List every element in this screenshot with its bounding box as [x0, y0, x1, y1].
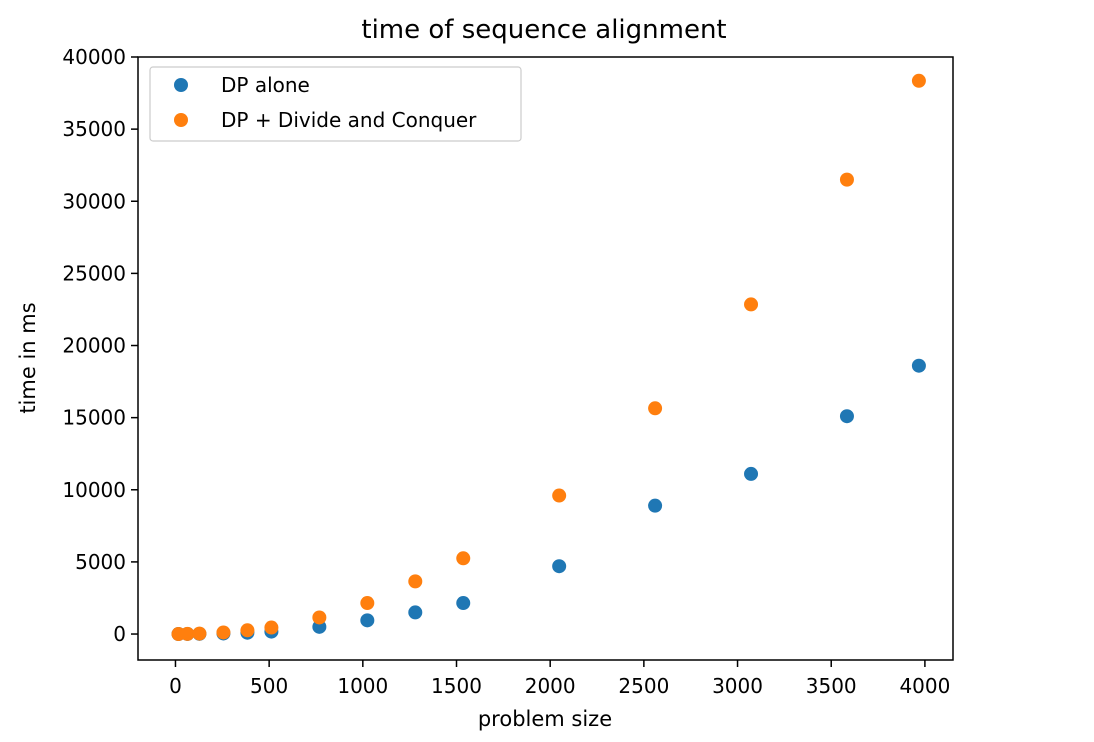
data-point: [180, 626, 195, 641]
data-point: [744, 297, 759, 312]
data-point: [648, 401, 663, 416]
legend-label-dp-alone: DP alone: [221, 73, 310, 97]
plot-frame: [137, 56, 954, 661]
series-1: [171, 73, 926, 642]
legend-marker-dp-divide-conquer: [174, 113, 188, 127]
data-point: [839, 409, 854, 424]
data-point: [456, 596, 471, 611]
x-tick-label: 3000: [712, 674, 763, 698]
data-point: [216, 625, 231, 640]
y-tick-label: 40000: [62, 45, 126, 69]
y-tick-label: 15000: [62, 406, 126, 430]
data-point: [360, 596, 375, 611]
data-point: [911, 73, 926, 88]
y-axis-label: time in ms: [16, 302, 40, 413]
data-point: [648, 498, 663, 513]
x-tick-label: 2000: [525, 674, 576, 698]
data-point: [911, 358, 926, 373]
data-point: [839, 172, 854, 187]
y-tick-label: 25000: [62, 261, 126, 285]
x-tick-label: 1500: [431, 674, 482, 698]
y-tick-label: 20000: [62, 334, 126, 358]
y-tick-label: 35000: [62, 117, 126, 141]
x-tick-label: 2500: [618, 674, 669, 698]
y-tick-label: 0: [113, 622, 126, 646]
data-point: [744, 466, 759, 481]
chart-title: time of sequence alignment: [361, 15, 726, 45]
series-0: [171, 358, 926, 642]
data-point: [552, 488, 567, 503]
data-point: [360, 613, 375, 628]
x-tick-label: 4000: [899, 674, 950, 698]
x-tick-label: 500: [250, 674, 288, 698]
data-point: [552, 559, 567, 574]
x-tick-label: 1000: [337, 674, 388, 698]
x-axis-label: problem size: [478, 707, 612, 731]
data-point: [192, 626, 207, 641]
legend-label-dp-divide-conquer: DP + Divide and Conquer: [221, 108, 477, 132]
x-tick-label: 0: [169, 674, 182, 698]
legend-marker-dp-alone: [174, 78, 188, 92]
legend: DP alone DP + Divide and Conquer: [149, 66, 522, 142]
x-axis: 0 500 1000 1500 2000 2500 3000 3500 4000: [169, 660, 950, 698]
data-point: [408, 574, 423, 589]
plot-area: [171, 73, 926, 642]
data-point: [312, 610, 327, 625]
data-point: [264, 620, 279, 635]
y-tick-label: 5000: [75, 550, 126, 574]
y-axis: 0 5000 10000 15000 20000 25000 30000 35000 40000: [62, 45, 138, 646]
y-tick-label: 10000: [62, 478, 126, 502]
data-point: [240, 623, 255, 638]
x-tick-label: 3500: [806, 674, 857, 698]
data-point: [408, 605, 423, 620]
y-tick-label: 30000: [62, 189, 126, 213]
data-point: [456, 551, 471, 566]
legend-box: [149, 66, 522, 142]
